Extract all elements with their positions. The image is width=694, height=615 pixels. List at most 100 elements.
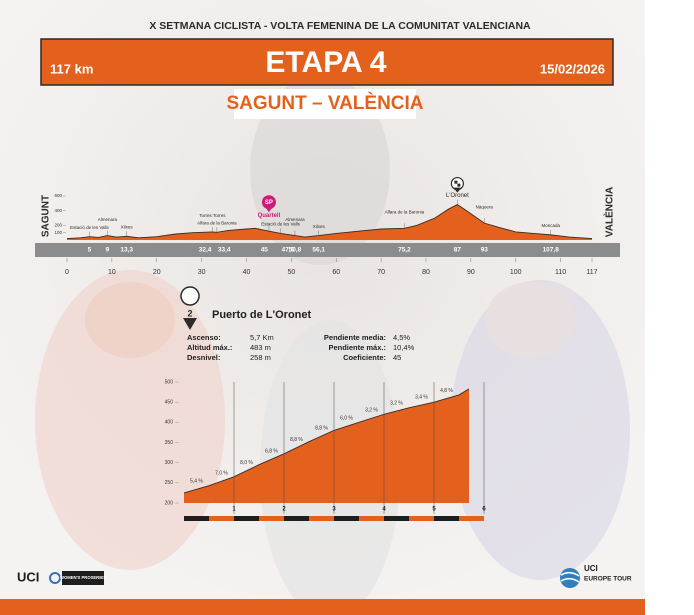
x-tick-label: 5 bbox=[432, 507, 436, 513]
x-tick-label: 60 bbox=[332, 269, 340, 276]
footer-band bbox=[0, 599, 645, 615]
x-tick-label: 30 bbox=[198, 269, 206, 276]
stat-label: Pendiente máx.: bbox=[328, 343, 386, 352]
km-stripe bbox=[409, 516, 434, 521]
waypoint-name: Nàquera bbox=[476, 204, 494, 209]
gradient-label: 3,4 % bbox=[415, 394, 428, 400]
stat-value: 258 m bbox=[250, 353, 271, 362]
waypoint-name: Torres Torres bbox=[199, 213, 226, 218]
y-tick-label: 200 bbox=[165, 500, 174, 506]
event-title: X SETMANA CICLISTA - VOLTA FEMENINA DE L… bbox=[149, 20, 531, 32]
uci-rings bbox=[49, 572, 61, 584]
stage-number: ETAPA 4 bbox=[265, 46, 386, 79]
waypoint-name: Almenara bbox=[285, 217, 305, 222]
x-tick-label: 20 bbox=[153, 269, 161, 276]
waypoint-km: 5 bbox=[88, 247, 92, 254]
y-tick-label: 350 bbox=[165, 440, 174, 446]
proseries-label: WOMEN'S PROSERIES bbox=[60, 575, 106, 580]
waypoint-name: Quartell bbox=[258, 213, 281, 219]
km-stripe bbox=[384, 516, 409, 521]
x-tick-label: 40 bbox=[243, 269, 251, 276]
stat-value: 4,5% bbox=[393, 333, 410, 342]
km-stripe bbox=[184, 516, 209, 521]
waypoint-km: 87 bbox=[454, 247, 462, 254]
sprint-badge: SP bbox=[265, 200, 273, 206]
waypoint-km: 13,3 bbox=[120, 247, 133, 254]
gradient-label: 8,0 % bbox=[240, 460, 253, 466]
waypoint-km: 9 bbox=[106, 247, 110, 254]
waypoint-km: 93 bbox=[481, 247, 489, 254]
waypoint-name: Estació de les Valls bbox=[261, 222, 300, 227]
km-stripe bbox=[309, 516, 334, 521]
climb-icon-tip bbox=[183, 318, 197, 330]
km-stripe bbox=[209, 516, 234, 521]
x-tick-label: 4 bbox=[382, 507, 386, 513]
gradient-label: 3,2 % bbox=[390, 400, 403, 406]
waypoint-km: 107,8 bbox=[543, 247, 560, 254]
stage-date: 15/02/2026 bbox=[540, 61, 605, 76]
stat-value: 483 m bbox=[250, 343, 271, 352]
x-tick-label: 70 bbox=[377, 269, 385, 276]
y-tick-label: 200 bbox=[54, 223, 62, 228]
climb-icon bbox=[180, 286, 200, 306]
y-tick-label: 400 bbox=[165, 420, 174, 426]
waypoint-name: Almenara bbox=[98, 217, 118, 222]
climb-title: Puerto de L'Oronet bbox=[212, 309, 312, 321]
km-band bbox=[35, 243, 620, 257]
tour-org: UCI bbox=[584, 564, 598, 573]
gradient-label: 4,8 % bbox=[440, 388, 453, 394]
km-stripe bbox=[359, 516, 384, 521]
waypoint-name: Xilxes bbox=[121, 225, 134, 230]
y-tick-label: 250 bbox=[165, 480, 174, 486]
waypoint-name: Xilxes bbox=[313, 224, 326, 229]
stat-value: 5,7 Km bbox=[250, 333, 274, 342]
tour-name: EUROPE TOUR bbox=[584, 576, 632, 583]
europe-tour-swoosh bbox=[560, 571, 580, 583]
climb-pin-flag bbox=[454, 180, 461, 187]
waypoint-km: 32,4 bbox=[199, 247, 212, 254]
y-tick-label: 400 bbox=[54, 208, 62, 213]
stat-label: Coeficiente: bbox=[343, 353, 386, 362]
waypoint-name: L'Oronet bbox=[446, 193, 469, 199]
waypoint-name: Alfara de la Baronia bbox=[197, 220, 237, 225]
x-tick-label: 0 bbox=[65, 269, 69, 276]
x-tick-label: 50 bbox=[287, 269, 295, 276]
stat-label: Desnivel: bbox=[187, 353, 220, 362]
header-band bbox=[40, 38, 614, 86]
sprint-pin-tip bbox=[264, 206, 273, 213]
waypoint-km: 33,4 bbox=[218, 247, 231, 254]
waypoint-km: 56,1 bbox=[312, 247, 325, 254]
km-stripe bbox=[284, 516, 309, 521]
stat-label: Pendiente media: bbox=[324, 333, 386, 342]
y-tick-label: 100 bbox=[54, 230, 62, 235]
waypoint-name: Alfara de la Baronia bbox=[385, 209, 425, 214]
waypoint-km: 50,8 bbox=[289, 247, 302, 254]
uci-logo: UCI bbox=[17, 569, 39, 584]
x-tick-label: 117 bbox=[586, 269, 597, 276]
y-tick-label: 300 bbox=[165, 460, 174, 466]
stage-distance: 117 km bbox=[50, 61, 93, 76]
y-tick-label: 500 bbox=[165, 379, 174, 385]
gradient-label: 5,4 % bbox=[190, 479, 203, 485]
climb-profile: 200 250 300 350 400 450 500 1 2 3 4 5 6 5,4 % 7,0 % 8,0… bbox=[165, 379, 486, 521]
x-tick-label: 80 bbox=[422, 269, 430, 276]
end-label: VALÈNCIA bbox=[603, 187, 616, 237]
climb-stats: Ascenso: 5,7 Km Altitud máx.: 483 m Desn… bbox=[187, 333, 415, 362]
y-tick-label: 450 bbox=[165, 399, 174, 405]
x-tick-label: 2 bbox=[282, 507, 286, 513]
gradient-label: 8,8 % bbox=[290, 437, 303, 443]
profile-fill bbox=[67, 204, 592, 240]
x-tick-label: 90 bbox=[467, 269, 475, 276]
x-tick-label: 100 bbox=[510, 269, 522, 276]
x-tick-label: 1 bbox=[232, 507, 236, 513]
profile-fill bbox=[184, 388, 469, 503]
km-stripe bbox=[459, 516, 484, 521]
gradient-label: 3,2 % bbox=[365, 408, 378, 414]
route-box bbox=[234, 89, 416, 119]
gradient-label: 7,0 % bbox=[215, 471, 228, 477]
x-tick-label: 6 bbox=[482, 507, 486, 513]
gradient-label: 6,8 % bbox=[265, 449, 278, 455]
stat-label: Ascenso: bbox=[187, 333, 221, 342]
